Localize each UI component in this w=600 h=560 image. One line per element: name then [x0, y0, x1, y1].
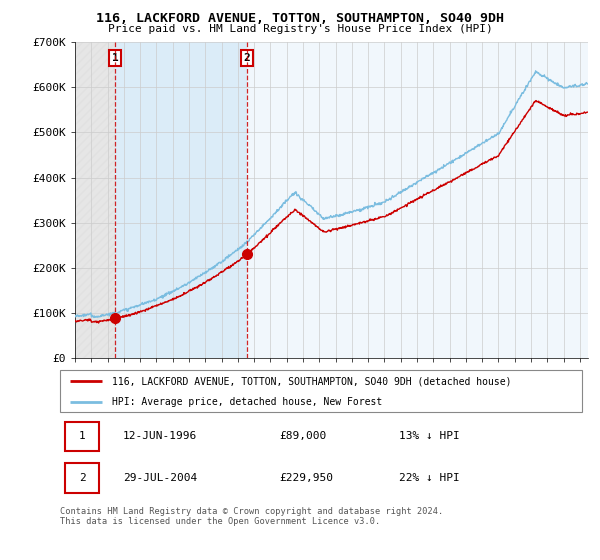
Text: 13% ↓ HPI: 13% ↓ HPI: [400, 431, 460, 441]
Text: 12-JUN-1996: 12-JUN-1996: [122, 431, 197, 441]
FancyBboxPatch shape: [60, 370, 582, 412]
Text: 29-JUL-2004: 29-JUL-2004: [122, 473, 197, 483]
Bar: [247, 42, 588, 358]
FancyBboxPatch shape: [65, 422, 99, 451]
Text: Contains HM Land Registry data © Crown copyright and database right 2024.
This d: Contains HM Land Registry data © Crown c…: [60, 507, 443, 526]
Bar: [75, 42, 115, 358]
Bar: [115, 42, 247, 358]
Text: 116, LACKFORD AVENUE, TOTTON, SOUTHAMPTON, SO40 9DH (detached house): 116, LACKFORD AVENUE, TOTTON, SOUTHAMPTO…: [112, 376, 512, 386]
Text: 2: 2: [79, 473, 86, 483]
Text: £229,950: £229,950: [279, 473, 333, 483]
Text: 116, LACKFORD AVENUE, TOTTON, SOUTHAMPTON, SO40 9DH: 116, LACKFORD AVENUE, TOTTON, SOUTHAMPTO…: [96, 12, 504, 25]
Text: 22% ↓ HPI: 22% ↓ HPI: [400, 473, 460, 483]
Text: 2: 2: [244, 53, 251, 63]
Text: HPI: Average price, detached house, New Forest: HPI: Average price, detached house, New …: [112, 398, 382, 407]
Text: 1: 1: [112, 53, 118, 63]
Text: 1: 1: [79, 431, 86, 441]
Text: £89,000: £89,000: [279, 431, 326, 441]
FancyBboxPatch shape: [65, 463, 99, 493]
Text: Price paid vs. HM Land Registry's House Price Index (HPI): Price paid vs. HM Land Registry's House …: [107, 24, 493, 34]
